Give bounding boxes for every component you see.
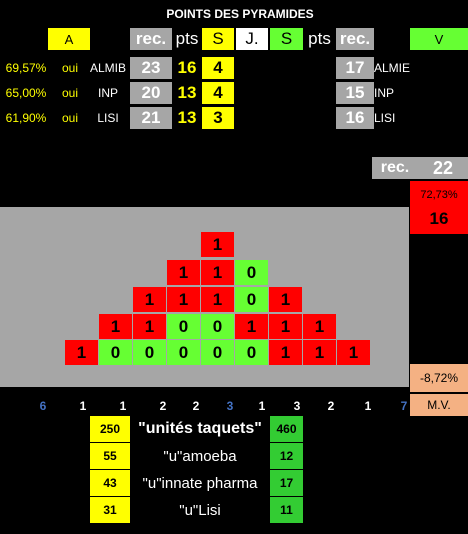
pyramid-cell: 1 [99, 314, 132, 339]
pyramid-cell: 1 [303, 314, 336, 339]
pyramid-cell: 1 [269, 340, 302, 365]
pyramid-cell: 0 [235, 260, 268, 285]
pyramid-cell: 0 [167, 314, 200, 339]
row-pct: 69,57% [5, 61, 47, 75]
pyramid-cell: 1 [133, 287, 166, 312]
row-name-left: LISI [97, 111, 119, 125]
row-name-right: ALMIE [374, 61, 411, 75]
bottom-number: 2 [159, 399, 167, 413]
pyramid-cell: 1 [303, 340, 336, 365]
row-name-left: INP [97, 86, 118, 100]
side-rec-label: rec. [372, 157, 418, 179]
row-name-right: LISI [374, 111, 396, 125]
side-pct: 72,73% [420, 189, 458, 201]
pyramid-cell: 0 [235, 287, 268, 312]
bottom-number: 3 [226, 399, 234, 413]
bottom-number: 1 [258, 399, 266, 413]
mv-label: M.V. [410, 394, 468, 416]
pyramid-cell: 0 [201, 340, 234, 365]
units-left: 250 [90, 416, 130, 442]
bottom-number: 1 [364, 399, 372, 413]
header-v: V [410, 28, 468, 50]
units-left: 43 [90, 470, 130, 496]
units-right: 11 [270, 497, 303, 523]
units-label: "u"Lisi [179, 501, 221, 519]
row-rec-right: 17 [336, 57, 374, 79]
page-title: POINTS DES PYRAMIDES [166, 7, 314, 21]
row-rec: 23 [130, 57, 172, 79]
bottom-number: 6 [39, 399, 47, 413]
row-pts: 16 [177, 58, 197, 77]
pyramid-cell: 1 [269, 287, 302, 312]
row-s: 3 [202, 107, 234, 129]
bottom-number: 2 [192, 399, 200, 413]
row-oui: oui [61, 61, 78, 75]
bottom-number: 7 [400, 399, 408, 413]
units-label: "unités taquets" [138, 420, 262, 437]
row-rec-right: 15 [336, 82, 374, 104]
side-value: 16 [429, 209, 449, 228]
row-oui: oui [61, 111, 78, 125]
row-name-right: INP [374, 86, 395, 100]
row-pts: 13 [177, 83, 197, 102]
header-pts-left: pts [175, 29, 199, 48]
pyramid-cell: 0 [99, 340, 132, 365]
header-s-right: S [270, 28, 303, 50]
header-a: A [48, 28, 90, 50]
side-rec-value: 22 [418, 157, 468, 179]
pyramid-cell: 1 [167, 287, 200, 312]
row-oui: oui [61, 86, 78, 100]
header-rec-right: rec. [336, 28, 374, 50]
units-right: 460 [270, 416, 303, 442]
units-left: 31 [90, 497, 130, 523]
bottom-number: 2 [327, 399, 335, 413]
row-pct: 65,00% [5, 86, 47, 100]
header-rec-left: rec. [130, 28, 172, 50]
header-s-left: S [202, 28, 234, 50]
pyramid-cell: 1 [201, 232, 234, 257]
header-j: J. [236, 28, 268, 50]
pyramid-cell: 1 [167, 260, 200, 285]
pyramid-cell: 1 [65, 340, 98, 365]
row-s: 4 [202, 82, 234, 104]
units-label: "u"amoeba [163, 447, 237, 465]
pyramid-cell: 0 [201, 314, 234, 339]
row-pts: 13 [177, 108, 197, 127]
row-name-left: ALMIB [89, 61, 126, 75]
row-rec: 20 [130, 82, 172, 104]
pyramid-cell: 1 [201, 287, 234, 312]
row-pct: 61,90% [5, 111, 47, 125]
mv-pct: -8,72% [410, 364, 468, 392]
units-left: 55 [90, 443, 130, 469]
side-red-box: 72,73% 16 [410, 181, 468, 234]
units-label: "u"innate pharma [142, 474, 258, 492]
pyramid-cell: 1 [269, 314, 302, 339]
pyramid-cell: 0 [167, 340, 200, 365]
bottom-number: 3 [293, 399, 301, 413]
row-s: 4 [202, 57, 234, 79]
bottom-number: 1 [119, 399, 127, 413]
row-rec: 21 [130, 107, 172, 129]
row-rec-right: 16 [336, 107, 374, 129]
pyramid-cell: 1 [133, 314, 166, 339]
pyramid-cell: 0 [235, 340, 268, 365]
header-pts-right: pts [308, 29, 331, 48]
pyramid-cell: 1 [235, 314, 268, 339]
pyramid-cell: 1 [337, 340, 370, 365]
bottom-number: 1 [79, 399, 87, 413]
pyramid-cell: 0 [133, 340, 166, 365]
units-right: 17 [270, 470, 303, 496]
units-right: 12 [270, 443, 303, 469]
pyramid-cell: 1 [201, 260, 234, 285]
